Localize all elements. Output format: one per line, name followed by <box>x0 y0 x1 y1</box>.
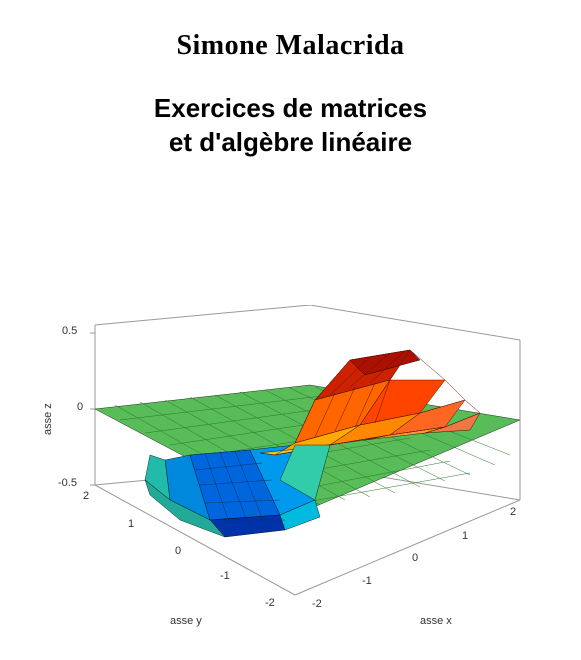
y-tick: 0 <box>175 545 181 557</box>
book-cover: Simone Malacrida Exercices de matrices e… <box>0 30 581 660</box>
y-tick: -2 <box>265 597 275 609</box>
title-line-2: et d'algèbre linéaire <box>0 126 581 160</box>
surface-mesh <box>95 350 520 537</box>
x-tick: -2 <box>312 598 322 610</box>
x-axis-label: asse x <box>420 615 452 627</box>
x-tick: 0 <box>412 552 418 564</box>
z-tick: 0 <box>77 401 83 413</box>
z-tick: -0.5 <box>58 477 77 489</box>
title-line-1: Exercices de matrices <box>0 92 581 126</box>
author-name: Simone Malacrida <box>0 30 581 62</box>
x-tick: 1 <box>462 530 468 542</box>
y-tick: -1 <box>220 570 230 582</box>
x-tick: 2 <box>510 506 516 518</box>
y-tick: 2 <box>83 490 89 502</box>
surface-plot-3d: asse z asse y asse x 0.5 0 -0.5 2 1 0 -1… <box>50 305 530 625</box>
y-tick: 1 <box>128 518 134 530</box>
z-tick: 0.5 <box>62 325 77 337</box>
x-tick: -1 <box>362 575 372 587</box>
y-axis-label: asse y <box>170 615 202 627</box>
book-title: Exercices de matrices et d'algèbre linéa… <box>0 92 581 160</box>
z-ticks <box>90 333 95 485</box>
z-axis-label: asse z <box>42 403 54 435</box>
surface-svg <box>50 305 530 625</box>
